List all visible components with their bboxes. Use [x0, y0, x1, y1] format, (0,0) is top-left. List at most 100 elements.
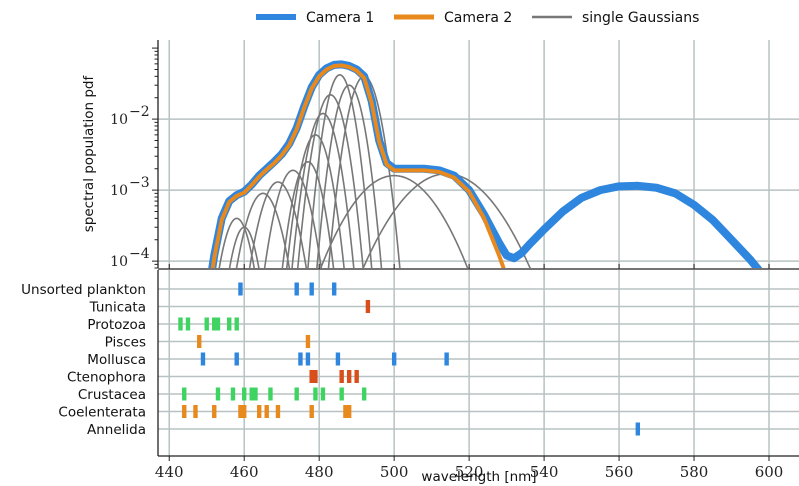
- taxa-marker: [320, 387, 326, 401]
- taxa-panel-grid: [158, 270, 799, 456]
- pdf-y-tick-label: 10: [110, 254, 128, 270]
- pdf-y-tick-exponent: −3: [129, 175, 150, 191]
- taxa-marker: [253, 387, 258, 401]
- taxa-marker: [343, 405, 348, 418]
- taxa-marker: [339, 387, 344, 401]
- x-tick-label: 600: [755, 463, 784, 481]
- gaussian-curve: [235, 192, 291, 268]
- gaussian-curve: [291, 112, 355, 268]
- pdf-panel: 10−410−310−2 spectral population pdf: [81, 40, 799, 270]
- taxa-marker: [197, 335, 202, 348]
- taxa-category-label: Protozoa: [87, 317, 146, 333]
- taxa-marker: [249, 387, 254, 401]
- gaussian-curve: [248, 181, 308, 268]
- taxa-marker: [242, 387, 247, 401]
- taxa-marker: [204, 317, 209, 331]
- taxa-marker: [305, 352, 311, 366]
- taxa-marker: [193, 405, 198, 418]
- taxa-marker: [298, 352, 303, 366]
- taxa-marker: [335, 352, 341, 366]
- x-tick-label: 580: [680, 463, 709, 481]
- taxa-marker: [268, 387, 273, 401]
- taxa-marker: [331, 282, 337, 296]
- taxa-marker: [365, 300, 371, 313]
- pdf-panel-frame: [158, 40, 799, 268]
- x-tick-label: 560: [605, 463, 634, 481]
- taxa-marker: [227, 317, 232, 331]
- taxa-marker: [361, 387, 367, 401]
- pdf-y-tick-label: 10: [110, 183, 128, 199]
- taxa-marker: [313, 387, 318, 401]
- taxa-category-label: Annelida: [87, 422, 146, 438]
- legend-gaussians-label: single Gaussians: [582, 10, 699, 26]
- taxa-marker: [346, 370, 352, 383]
- pdf-y-tick-label: 10: [110, 112, 128, 128]
- taxa-category-label: Tunicata: [89, 300, 146, 316]
- taxa-marker: [275, 405, 281, 418]
- taxa-marker: [238, 405, 243, 418]
- camera2-curve: [210, 63, 506, 268]
- taxa-marker: [354, 370, 359, 383]
- taxa-marker: [185, 317, 191, 331]
- taxa-marker: [257, 405, 262, 418]
- taxa-marker: [215, 387, 221, 401]
- taxa-marker: [178, 317, 183, 331]
- legend: Camera 1 Camera 2 single Gaussians: [256, 10, 699, 26]
- legend-camera2-label: Camera 2: [444, 10, 512, 26]
- taxa-marker: [234, 317, 239, 331]
- pdf-y-tick-exponent: −4: [129, 246, 150, 262]
- gaussian-curve: [319, 174, 469, 268]
- taxa-marker: [313, 370, 318, 383]
- taxa-marker: [182, 387, 187, 401]
- taxa-category-label: Pisces: [105, 335, 146, 351]
- taxa-marker: [305, 335, 311, 348]
- x-tick-label: 480: [305, 463, 334, 481]
- pdf-y-tick-exponent: −2: [129, 104, 150, 120]
- pdf-panel-grid: [158, 40, 799, 268]
- pdf-y-axis: 10−410−310−2: [110, 40, 159, 270]
- taxa-category-label: Ctenophora: [67, 370, 146, 386]
- gaussian-curve: [228, 226, 260, 268]
- x-tick-label: 460: [230, 463, 259, 481]
- taxa-marker: [635, 422, 641, 436]
- taxa-marker: [294, 387, 299, 401]
- taxa-marker: [339, 370, 344, 383]
- gaussian-curve: [218, 217, 256, 268]
- gaussian-curve: [281, 161, 335, 268]
- taxa-markers: [178, 282, 641, 436]
- pdf-curves: [208, 60, 763, 268]
- taxa-marker: [444, 352, 449, 366]
- x-tick-label: 440: [155, 463, 184, 481]
- gaussian-curve: [296, 93, 364, 268]
- x-tick-label: 520: [455, 463, 484, 481]
- taxa-marker: [309, 370, 314, 383]
- taxa-marker: [309, 282, 314, 296]
- taxa-marker: [238, 282, 243, 296]
- taxa-category-label: Unsorted plankton: [21, 282, 146, 298]
- gaussian-curve: [316, 84, 383, 268]
- taxa-marker: [212, 317, 217, 331]
- taxa-marker: [182, 405, 187, 418]
- x-axis-label: wavelength [nm]: [421, 469, 536, 485]
- taxa-marker: [346, 405, 352, 418]
- legend-camera1-label: Camera 1: [306, 10, 374, 26]
- taxa-category-label: Mollusca: [87, 352, 146, 368]
- gaussian-curve: [307, 74, 373, 268]
- taxa-marker: [212, 405, 217, 418]
- pdf-y-axis-label: spectral population pdf: [81, 75, 97, 233]
- taxa-marker: [294, 282, 299, 296]
- x-axis: 440 460 480 500 520 540 560 580 600: [155, 264, 799, 481]
- x-tick-label: 540: [530, 463, 559, 481]
- taxa-marker: [234, 352, 239, 366]
- taxa-marker: [264, 405, 269, 418]
- gaussian-curve: [263, 169, 323, 268]
- taxa-marker: [391, 352, 397, 366]
- taxa-marker: [309, 405, 314, 418]
- taxa-marker: [242, 405, 247, 418]
- taxa-marker: [215, 317, 221, 331]
- x-tick-label: 500: [380, 463, 409, 481]
- taxa-marker: [200, 352, 206, 366]
